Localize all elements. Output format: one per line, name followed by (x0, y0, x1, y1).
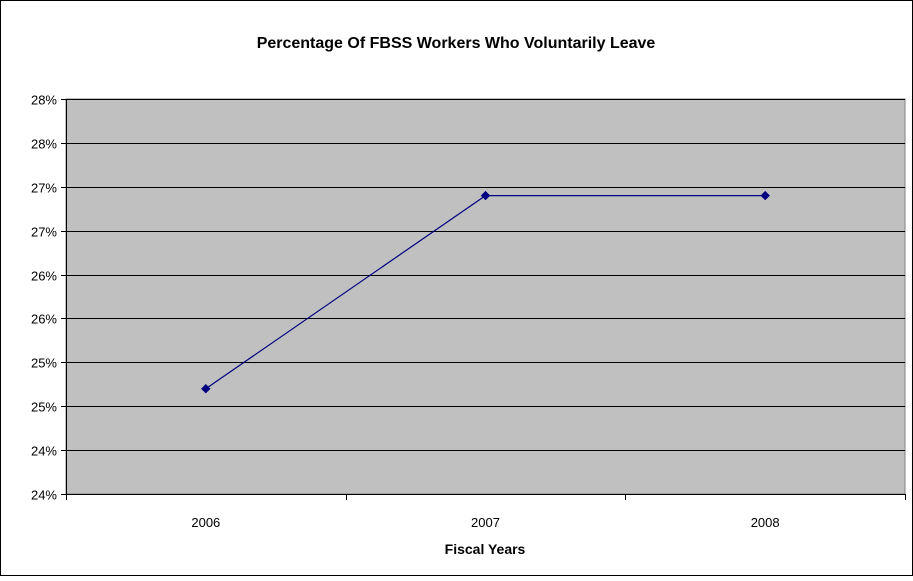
chart-title: Percentage Of FBSS Workers Who Voluntari… (257, 35, 656, 52)
y-tick-label: 28% (31, 93, 57, 108)
plot-area (65, 98, 906, 495)
x-tick-label: 2008 (751, 515, 780, 530)
y-tick-label: 28% (31, 137, 57, 152)
data-point-2007 (480, 190, 491, 201)
y-tick-label: 24% (31, 444, 57, 459)
y-tick-label: 26% (31, 269, 57, 284)
data-point-2008 (760, 190, 770, 201)
y-tick-label: 27% (31, 181, 57, 196)
y-tick-label: 27% (31, 225, 57, 240)
y-tick-label: 26% (31, 312, 57, 327)
x-tick-label: 2007 (471, 515, 500, 530)
x-axis-title: Fiscal Years (445, 541, 526, 557)
series-layer (201, 190, 770, 394)
y-tick-label: 25% (31, 356, 57, 371)
y-tick-label: 24% (31, 488, 57, 503)
x-tick-label: 2006 (191, 515, 220, 530)
y-tick-label: 25% (31, 400, 57, 415)
data-point-2006 (201, 383, 211, 394)
x-axis: 2006 2007 2008 (66, 494, 906, 530)
y-axis: 24% 24% 25% 25% 26% 26% 27% 27% 28% 28% (31, 93, 67, 503)
